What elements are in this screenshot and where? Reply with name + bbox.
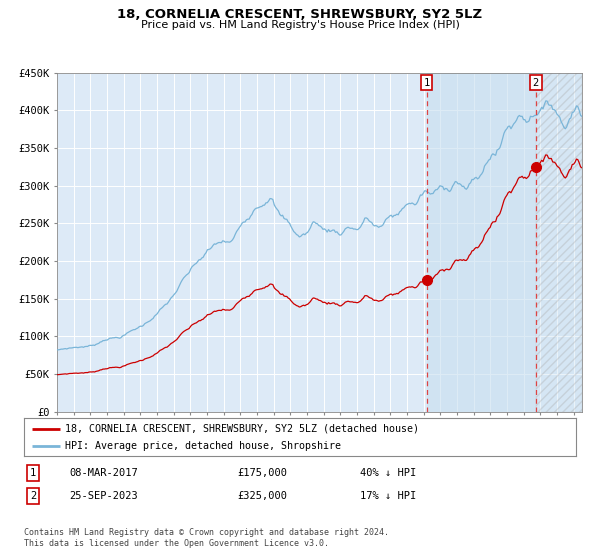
Text: 17% ↓ HPI: 17% ↓ HPI <box>360 491 416 501</box>
Text: 25-SEP-2023: 25-SEP-2023 <box>69 491 138 501</box>
Text: 1: 1 <box>424 78 430 88</box>
Text: £175,000: £175,000 <box>237 468 287 478</box>
Text: 2: 2 <box>30 491 36 501</box>
Text: HPI: Average price, detached house, Shropshire: HPI: Average price, detached house, Shro… <box>65 441 341 451</box>
Text: Contains HM Land Registry data © Crown copyright and database right 2024.: Contains HM Land Registry data © Crown c… <box>24 528 389 536</box>
Text: 1: 1 <box>30 468 36 478</box>
Text: £325,000: £325,000 <box>237 491 287 501</box>
Text: 08-MAR-2017: 08-MAR-2017 <box>69 468 138 478</box>
Text: This data is licensed under the Open Government Licence v3.0.: This data is licensed under the Open Gov… <box>24 539 329 548</box>
Text: 2: 2 <box>533 78 539 88</box>
Text: 18, CORNELIA CRESCENT, SHREWSBURY, SY2 5LZ (detached house): 18, CORNELIA CRESCENT, SHREWSBURY, SY2 5… <box>65 423 419 433</box>
Bar <box>427 73 536 412</box>
Text: Price paid vs. HM Land Registry's House Price Index (HPI): Price paid vs. HM Land Registry's House … <box>140 20 460 30</box>
Text: 40% ↓ HPI: 40% ↓ HPI <box>360 468 416 478</box>
Text: 18, CORNELIA CRESCENT, SHREWSBURY, SY2 5LZ: 18, CORNELIA CRESCENT, SHREWSBURY, SY2 5… <box>118 8 482 21</box>
Bar <box>536 73 582 412</box>
